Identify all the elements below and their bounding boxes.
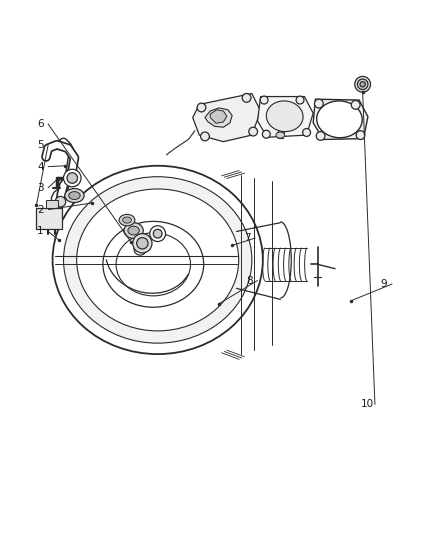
Ellipse shape (123, 217, 131, 223)
Circle shape (197, 103, 206, 112)
Ellipse shape (128, 226, 139, 235)
Ellipse shape (65, 189, 84, 203)
Ellipse shape (69, 191, 80, 199)
Circle shape (153, 229, 162, 238)
Ellipse shape (119, 214, 135, 226)
Circle shape (316, 132, 325, 140)
Polygon shape (205, 108, 232, 127)
Polygon shape (313, 99, 368, 140)
Ellipse shape (64, 177, 252, 343)
Text: 10: 10 (360, 399, 374, 409)
Circle shape (296, 96, 304, 104)
Polygon shape (258, 96, 313, 138)
Circle shape (201, 132, 209, 141)
Text: 4: 4 (37, 161, 44, 172)
Text: 9: 9 (381, 279, 388, 289)
Text: 5: 5 (37, 140, 44, 150)
Circle shape (133, 233, 152, 253)
Circle shape (360, 82, 365, 87)
Ellipse shape (276, 132, 285, 138)
Circle shape (262, 130, 270, 138)
Polygon shape (193, 93, 261, 142)
Ellipse shape (317, 101, 362, 138)
Circle shape (67, 173, 78, 183)
Text: 3: 3 (37, 183, 44, 192)
Circle shape (351, 101, 360, 109)
Circle shape (314, 99, 323, 108)
Circle shape (260, 96, 268, 104)
Text: 8: 8 (246, 276, 253, 286)
Circle shape (64, 169, 81, 187)
Ellipse shape (77, 189, 239, 331)
Ellipse shape (124, 223, 143, 238)
Ellipse shape (116, 233, 191, 296)
Circle shape (356, 131, 365, 140)
Bar (46, 200, 58, 208)
Ellipse shape (53, 166, 263, 354)
Circle shape (355, 76, 371, 92)
Text: 6: 6 (37, 119, 44, 129)
Text: 2: 2 (37, 205, 44, 215)
Circle shape (134, 243, 146, 255)
Text: 1: 1 (37, 227, 44, 237)
Circle shape (303, 128, 311, 136)
Ellipse shape (266, 101, 303, 132)
Circle shape (55, 197, 66, 207)
Polygon shape (210, 110, 227, 123)
Ellipse shape (103, 221, 204, 307)
Circle shape (357, 79, 368, 90)
Circle shape (137, 238, 148, 249)
Text: 7: 7 (244, 233, 251, 243)
Circle shape (150, 226, 166, 241)
Circle shape (249, 127, 258, 136)
Circle shape (242, 93, 251, 102)
FancyBboxPatch shape (36, 208, 62, 229)
